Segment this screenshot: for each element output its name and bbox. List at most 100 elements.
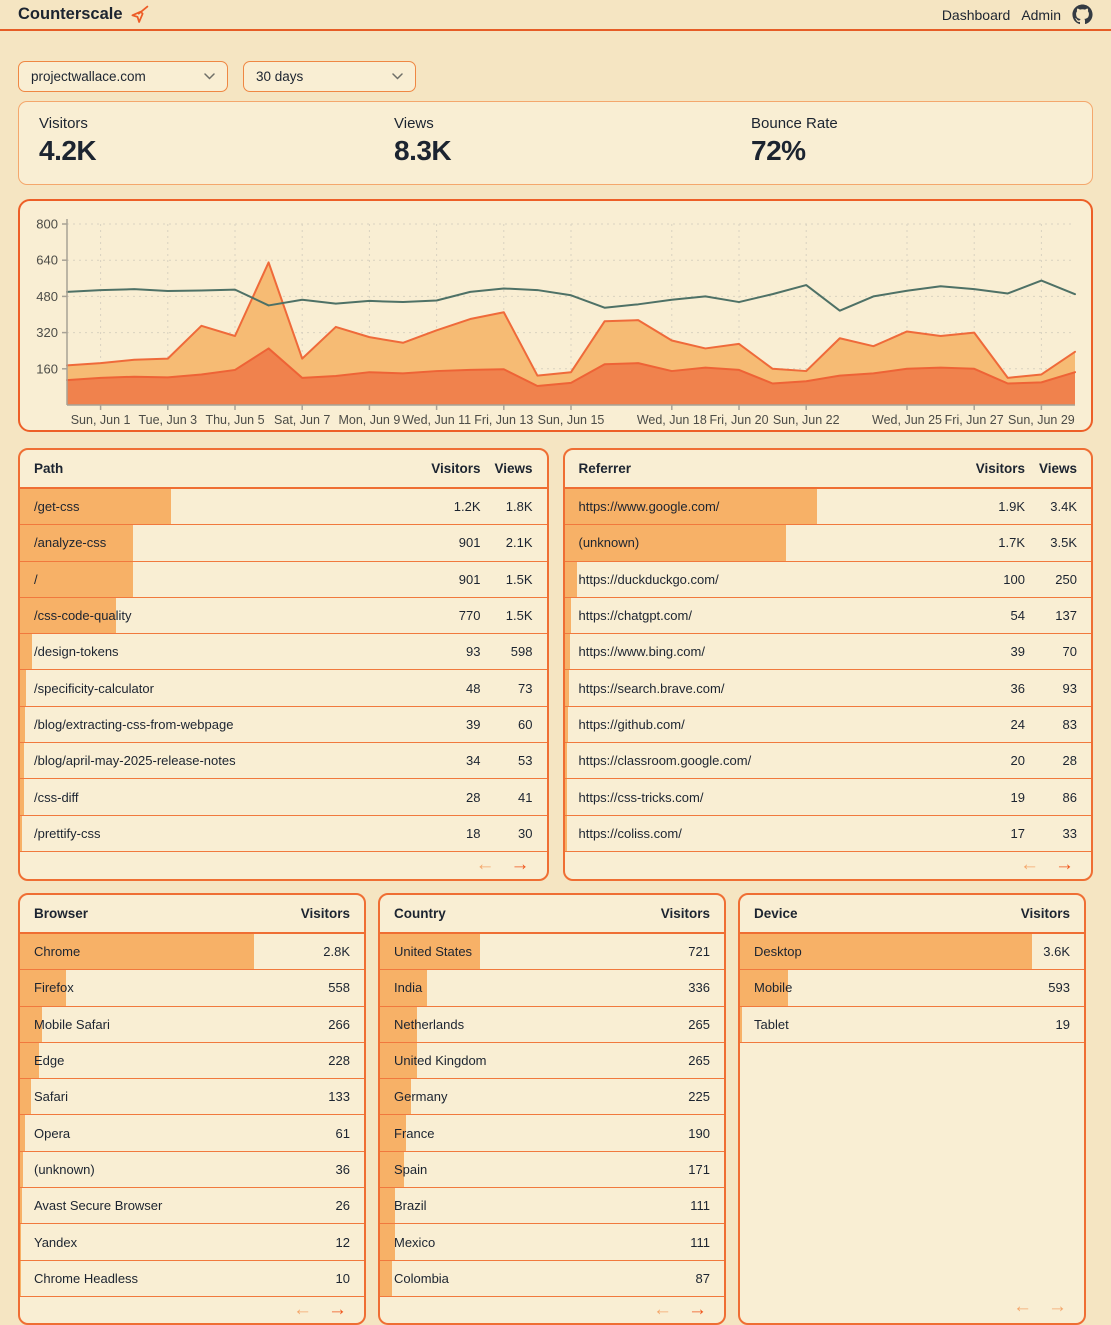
row-bar [564,634,570,670]
table-row[interactable]: Desktop 3.6K [740,934,1084,971]
table-row[interactable]: Netherlands 265 [380,1006,724,1043]
prev-page-button[interactable]: ← [1013,855,1046,874]
row-bar [740,1006,742,1042]
table-row[interactable]: Opera 61 [20,1115,364,1152]
row-label: / [34,571,38,587]
row-value: 86 [1062,789,1077,805]
table-row[interactable]: https://www.bing.com/39 70 [564,634,1091,671]
table-row[interactable]: Avast Secure Browser 26 [20,1188,364,1225]
row-value: 266 [328,1016,350,1032]
table-row[interactable]: Firefox 558 [20,970,364,1007]
table-row[interactable]: Tablet 19 [740,1006,1084,1043]
table-row[interactable]: /css-diff 28 41 [20,779,547,816]
table-row[interactable]: /prettify-css 18 30 [20,815,547,852]
table-row[interactable]: Yandex 12 [20,1224,364,1261]
table-row[interactable]: https://search.brave.com/36 93 [564,670,1091,707]
table-row[interactable]: https://coliss.com/17 33 [564,815,1091,852]
svg-text:Sat, Jun 7: Sat, Jun 7 [274,413,330,427]
row-bar [564,561,578,597]
device-table: Device Visitors Desktop 3.6K Mobile 593 Tablet… [738,893,1086,1325]
table-row[interactable]: Mobile Safari 266 [20,1006,364,1043]
svg-text:160: 160 [36,361,58,376]
row-bar [20,1115,26,1151]
table-row[interactable]: /blog/april-may-2025-release-notes 34 53 [20,743,547,780]
table-title: Country [394,906,446,921]
row-value: 133 [328,1089,350,1105]
row-bar [380,1079,412,1115]
row-value: 34 [466,753,481,769]
github-icon [1072,4,1093,25]
svg-text:480: 480 [36,289,58,304]
table-row[interactable]: Spain 171 [380,1151,724,1189]
table-pagination: ← → [565,852,1092,879]
next-page-button[interactable]: → [681,1300,714,1319]
table-row[interactable]: United Kingdom 265 [380,1042,724,1080]
row-label: Chrome [34,944,81,960]
row-value: 3.4K [1050,499,1077,515]
prev-page-button[interactable]: ← [646,1300,679,1319]
nav-admin-link[interactable]: Admin [1021,6,1061,23]
prev-page-button[interactable]: ← [286,1300,319,1319]
table-row[interactable]: /analyze-css 901 2.1K [20,525,547,562]
table-row[interactable]: /css-code-quality 770 1.5K [20,597,547,635]
row-label: (unknown) [34,1161,95,1177]
github-link[interactable] [1072,4,1093,25]
period-select[interactable]: 30 days [243,61,416,92]
next-page-button[interactable]: → [504,855,537,874]
row-label: Spain [394,1161,428,1177]
row-label: /get-css [34,499,80,515]
table-row[interactable]: (unknown) 36 [20,1151,364,1189]
next-page-button[interactable]: → [1041,1297,1074,1316]
row-label: Mobile [754,980,793,996]
table-row[interactable]: https://chatgpt.com/54 137 [564,597,1091,635]
path-table: Path Visitors Views/get-css 1.2K 1.8K/analyz… [18,448,549,881]
row-bar [20,525,134,561]
row-value: 28 [466,789,481,805]
brand-logo[interactable]: Counterscale [18,5,149,24]
row-label: Avast Secure Browser [34,1198,163,1214]
table-row[interactable]: United States 721 [380,934,724,971]
table-row[interactable]: /design-tokens 93 598 [20,634,547,671]
table-row[interactable]: https://css-tricks.com/19 86 [564,779,1091,816]
prev-page-button[interactable]: ← [469,855,502,874]
next-page-button[interactable]: → [1048,855,1081,874]
row-value: 61 [335,1125,350,1141]
table-row[interactable]: https://classroom.google.com/20 28 [564,743,1091,780]
table-row[interactable]: Chrome Headless 10 [20,1260,364,1297]
row-value: 111 [690,1234,710,1250]
table-row[interactable]: /get-css 1.2K 1.8K [20,489,547,526]
visitors-stat-label: Visitors [39,115,88,132]
row-label: /css-diff [34,789,79,805]
row-label: /css-code-quality [34,608,132,624]
row-value: 17 [1010,825,1025,841]
nav-dashboard-link[interactable]: Dashboard [941,6,1011,23]
next-page-button[interactable]: → [321,1300,354,1319]
row-label: Opera [34,1125,71,1141]
table-row[interactable]: Mobile 593 [740,970,1084,1007]
row-label: Firefox [34,980,74,996]
table-row[interactable]: India 336 [380,970,724,1007]
row-label: /blog/extracting-css-from-webpage [34,716,234,732]
table-row[interactable]: / 901 1.5K [20,561,547,598]
browser-table: Browser Visitors Chrome 2.8K Firefox 558 Mobil… [18,893,366,1325]
table-row[interactable]: Safari 133 [20,1079,364,1116]
table-row[interactable]: /blog/extracting-css-from-webpage 39 60 [20,706,547,744]
period-select-value: 30 days [256,69,304,84]
table-row[interactable]: Brazil 111 [380,1188,724,1225]
site-select[interactable]: projectwallace.com [18,61,228,92]
table-row[interactable]: https://www.google.com/1.9K 3.4K [564,489,1091,526]
table-row[interactable]: Chrome 2.8K [20,934,364,971]
views-stat-label: Views [394,115,434,132]
table-row[interactable]: /specificity-calculator 48 73 [20,670,547,707]
table-row[interactable]: (unknown) 1.7K 3.5K [564,525,1091,562]
table-row[interactable]: Colombia 87 [380,1260,724,1297]
row-label: Colombia [394,1270,449,1286]
row-label: United Kingdom [394,1053,487,1069]
table-row[interactable]: https://duckduckgo.com/100 250 [564,561,1091,598]
prev-page-button[interactable]: ← [1006,1297,1039,1316]
table-row[interactable]: Edge 228 [20,1042,364,1080]
table-row[interactable]: https://github.com/24 83 [564,706,1091,744]
table-row[interactable]: Germany 225 [380,1079,724,1116]
table-row[interactable]: France 190 [380,1115,724,1152]
table-row[interactable]: Mexico 111 [380,1224,724,1261]
